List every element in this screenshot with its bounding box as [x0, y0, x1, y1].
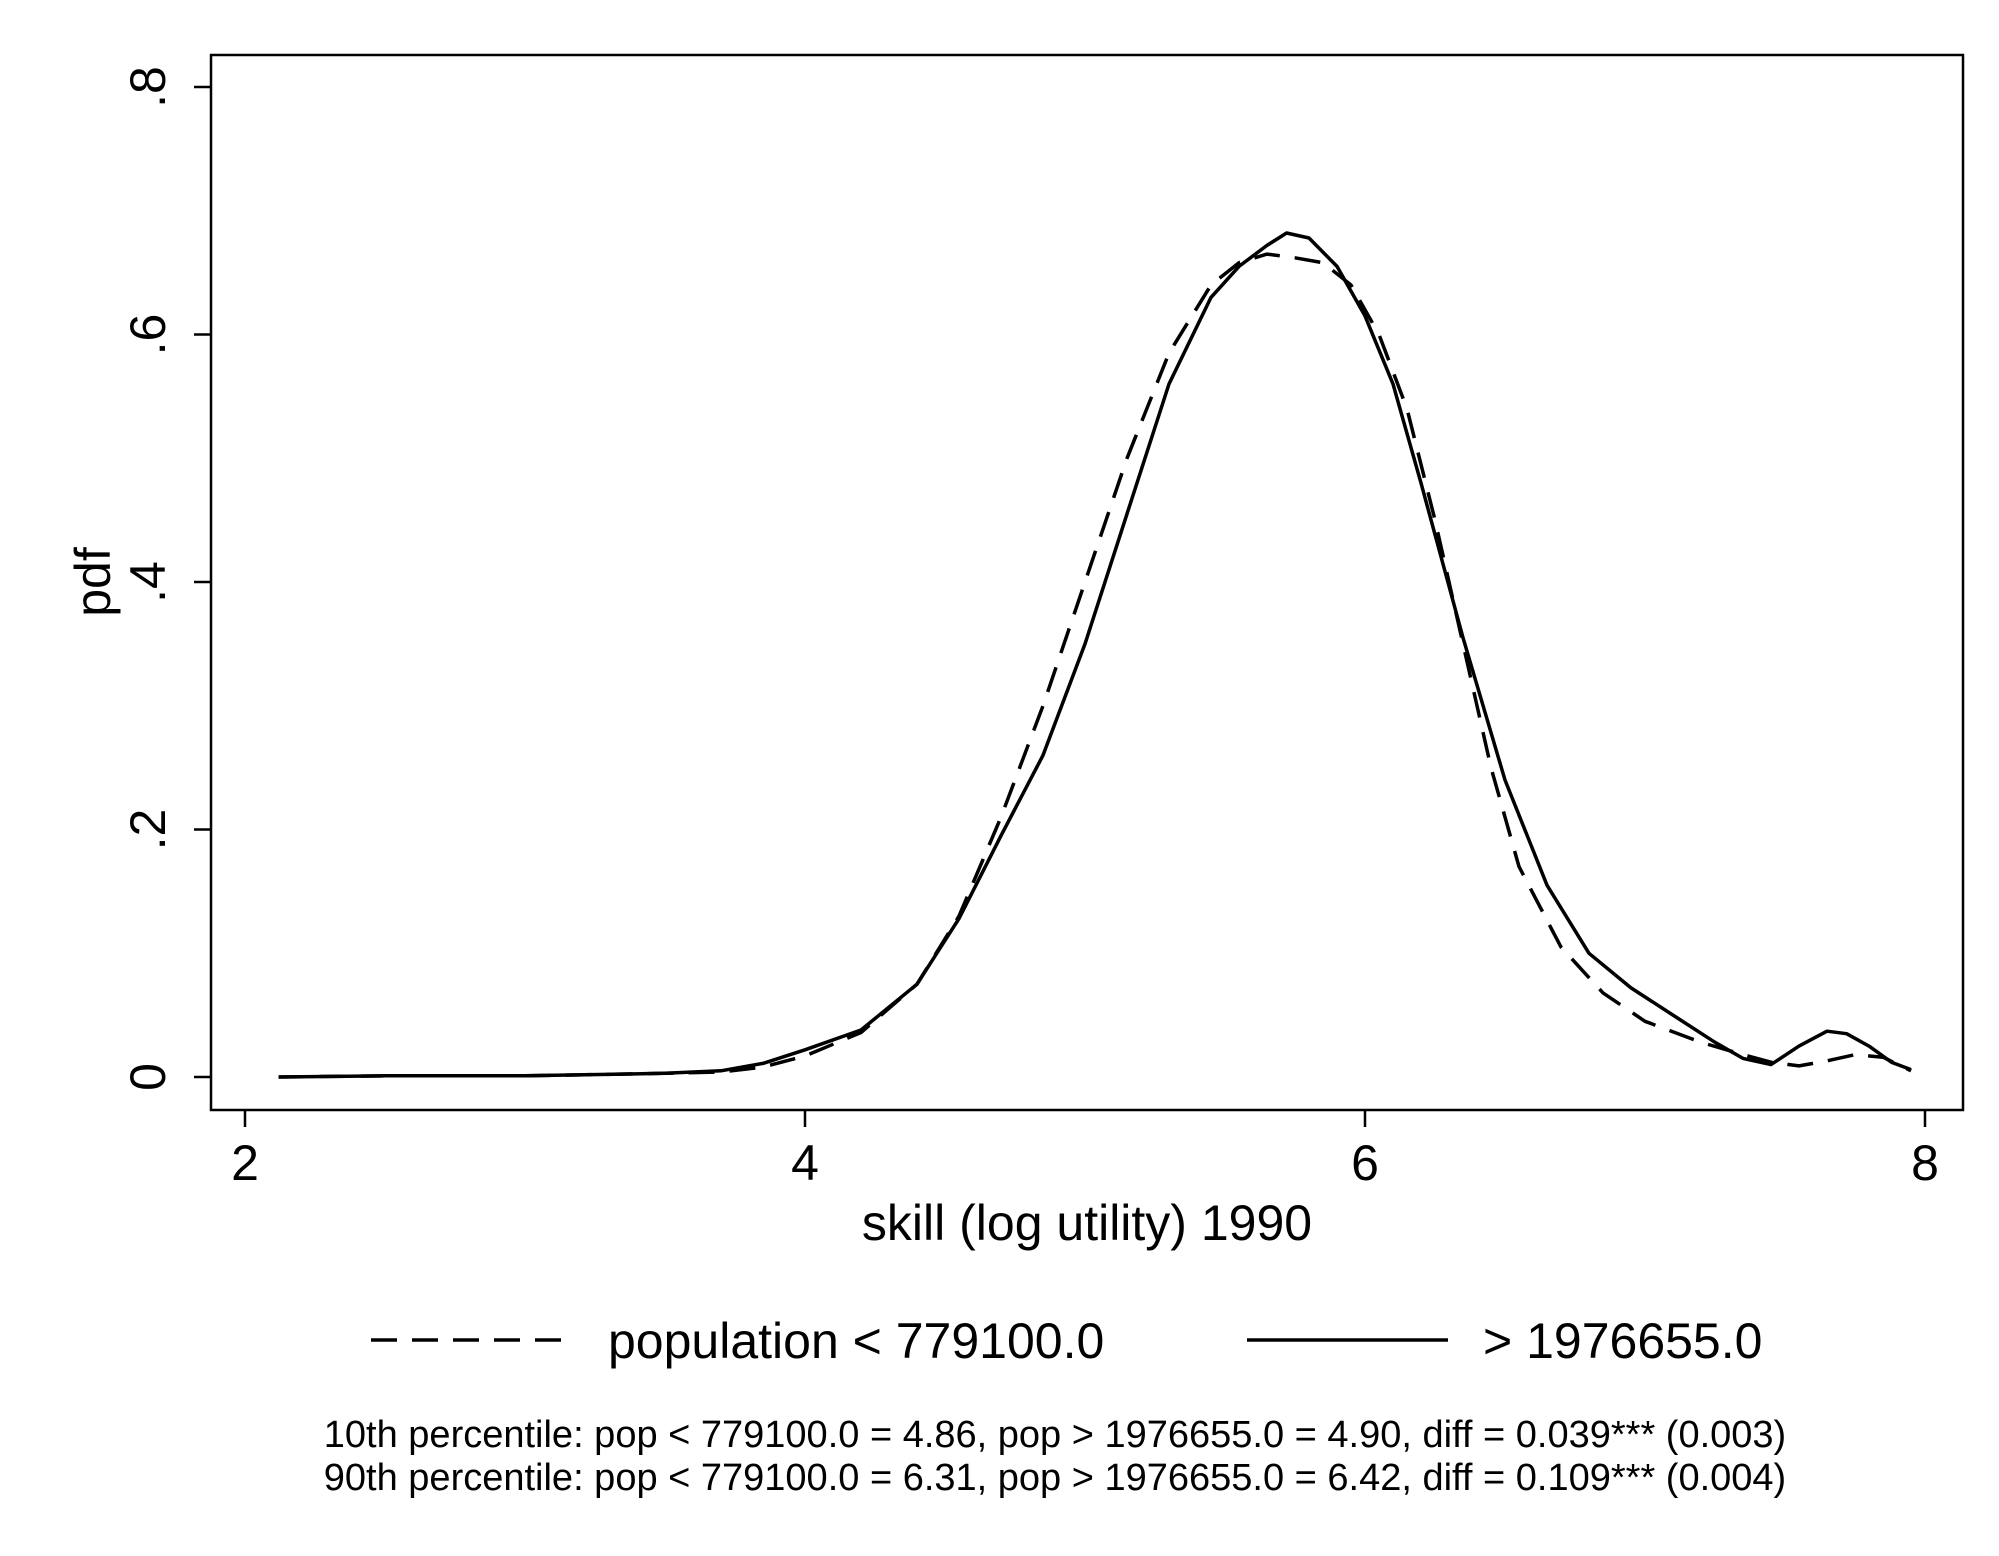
note-10th-percentile: 10th percentile: pop < 779100.0 = 4.86, … [324, 1414, 1786, 1456]
legend-label-small-pop: population < 779100.0 [608, 1313, 1104, 1369]
x-tick-label: 8 [1911, 1135, 1939, 1191]
legend-label-large-pop: > 1976655.0 [1483, 1313, 1762, 1369]
x-tick-label: 6 [1351, 1135, 1379, 1191]
legend: population < 779100.0 > 1976655.0 [371, 1313, 1762, 1369]
x-tick-label: 2 [231, 1135, 259, 1191]
y-tick-label: .8 [120, 66, 176, 108]
note-90th-percentile: 90th percentile: pop < 779100.0 = 6.31, … [324, 1457, 1786, 1499]
plot-frame [209, 53, 1965, 1112]
y-tick-label: .6 [120, 314, 176, 356]
series-layer [278, 231, 1912, 1079]
y-tick-label: .2 [120, 809, 176, 851]
y-tick-label: 0 [120, 1063, 176, 1091]
x-axis: 2 4 6 8 [231, 1110, 1939, 1191]
x-axis-title: skill (log utility) 1990 [862, 1195, 1312, 1251]
series-line-small-pop [278, 252, 1912, 1079]
x-tick-label: 4 [791, 1135, 819, 1191]
series-line-large-pop [278, 231, 1912, 1079]
y-tick-label: .4 [120, 561, 176, 603]
y-axis: 0 .2 .4 .6 .8 [120, 66, 211, 1091]
y-axis-title: pdf [65, 547, 121, 617]
